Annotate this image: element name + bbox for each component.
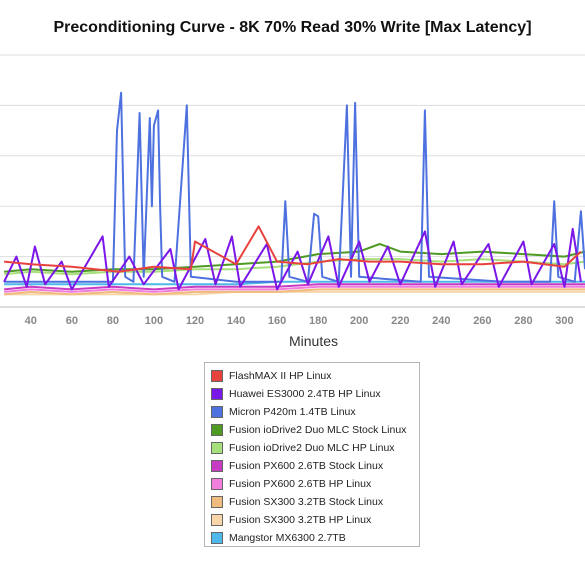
legend-swatch (211, 460, 223, 472)
x-tick-label: 140 (227, 315, 245, 327)
series-line (3, 227, 582, 291)
legend-swatch (211, 532, 223, 544)
series-layer (3, 91, 585, 296)
x-tick-label: 200 (350, 315, 368, 327)
series-line (4, 225, 582, 273)
legend-item[interactable]: Huawei ES3000 2.4TB HP Linux (211, 385, 419, 403)
legend-label: Micron P420m 1.4TB Linux (229, 406, 356, 418)
series-line (4, 288, 585, 296)
x-tick-label: 220 (391, 315, 409, 327)
x-tick-label: 280 (514, 315, 532, 327)
legend-label: Fusion ioDrive2 Duo MLC Stock Linux (229, 424, 407, 436)
x-tick-label: 160 (268, 315, 286, 327)
legend-item[interactable]: Fusion PX600 2.6TB Stock Linux (211, 457, 419, 475)
legend-swatch (211, 514, 223, 526)
series-line (4, 285, 585, 293)
x-tick-labels: 40 60 80 100 120 140 160 180 200 220 240 260 280 300 (25, 315, 574, 327)
legend-item[interactable]: Fusion PX600 2.6TB HP Linux (211, 475, 419, 493)
series-line (4, 283, 585, 291)
legend-item[interactable]: Fusion ioDrive2 Duo MLC HP Linux (211, 439, 419, 457)
legend-label: FlashMAX II HP Linux (229, 370, 332, 382)
legend-label: Fusion ioDrive2 Duo MLC HP Linux (229, 442, 395, 454)
legend-swatch (211, 442, 223, 454)
legend-swatch (211, 370, 223, 382)
x-tick-label: 180 (309, 315, 327, 327)
x-tick-label: 80 (107, 315, 119, 327)
x-tick-label: 120 (186, 315, 204, 327)
plot-area: 40 60 80 100 120 140 160 180 200 220 240 260 280 300 (0, 54, 585, 327)
series-line (4, 290, 585, 296)
legend-swatch (211, 424, 223, 436)
legend-label: Fusion PX600 2.6TB HP Linux (229, 478, 372, 490)
legend-item[interactable]: Fusion ioDrive2 Duo MLC Stock Linux (211, 421, 419, 439)
x-tick-label: 60 (66, 315, 78, 327)
x-axis-label: Minutes (288, 333, 339, 349)
x-tick-label: 100 (145, 315, 163, 327)
chart-title: Preconditioning Curve - 8K 70% Read 30% … (53, 19, 532, 36)
legend-swatch (211, 388, 223, 400)
legend-swatch (211, 478, 223, 490)
legend-item[interactable]: Fusion SX300 3.2TB Stock Linux (211, 493, 419, 511)
x-tick-label: 240 (432, 315, 450, 327)
grid-layer (0, 54, 585, 308)
legend-item[interactable]: Mangstor MX6300 2.7TB (211, 529, 419, 547)
legend: FlashMAX II HP Linux Huawei ES3000 2.4TB … (204, 362, 420, 547)
legend-item[interactable]: Fusion SX300 3.2TB HP Linux (211, 511, 419, 529)
legend-label: Fusion PX600 2.6TB Stock Linux (229, 460, 384, 472)
x-tick-label: 300 (555, 315, 573, 327)
legend-swatch (211, 496, 223, 508)
series-line (4, 258, 585, 276)
legend-item[interactable]: Micron P420m 1.4TB Linux (211, 403, 419, 421)
legend-label: Fusion SX300 3.2TB Stock Linux (229, 496, 384, 508)
legend-label: Fusion SX300 3.2TB HP Linux (229, 514, 372, 526)
legend-item[interactable]: FlashMAX II HP Linux (211, 367, 419, 385)
legend-label: Huawei ES3000 2.4TB HP Linux (229, 388, 381, 400)
x-tick-label: 260 (473, 315, 491, 327)
legend-label: Mangstor MX6300 2.7TB (229, 532, 346, 544)
x-tick-label: 40 (25, 315, 37, 327)
legend-swatch (211, 406, 223, 418)
